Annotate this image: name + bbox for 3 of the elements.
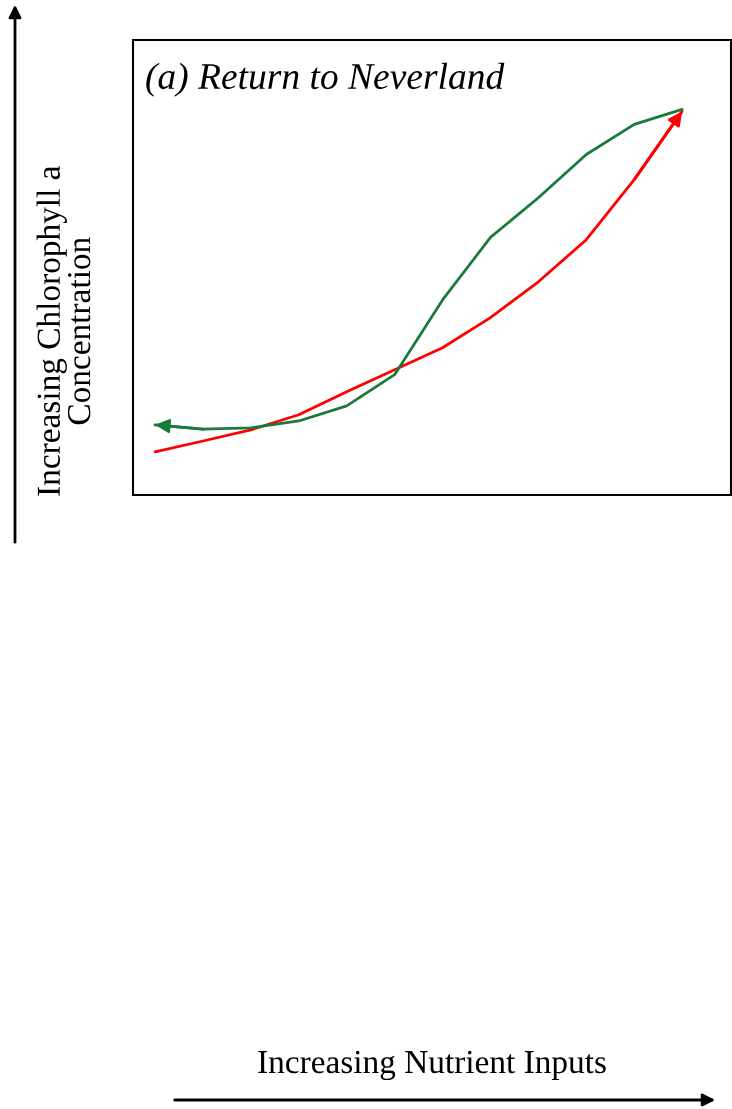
y-axis-title: Increasing Chlorophyll a Concentration <box>36 165 91 496</box>
text: Increasing Nutrient Inputs <box>258 1050 606 1081</box>
chart-title: (a) Return to Neverland <box>146 62 505 97</box>
